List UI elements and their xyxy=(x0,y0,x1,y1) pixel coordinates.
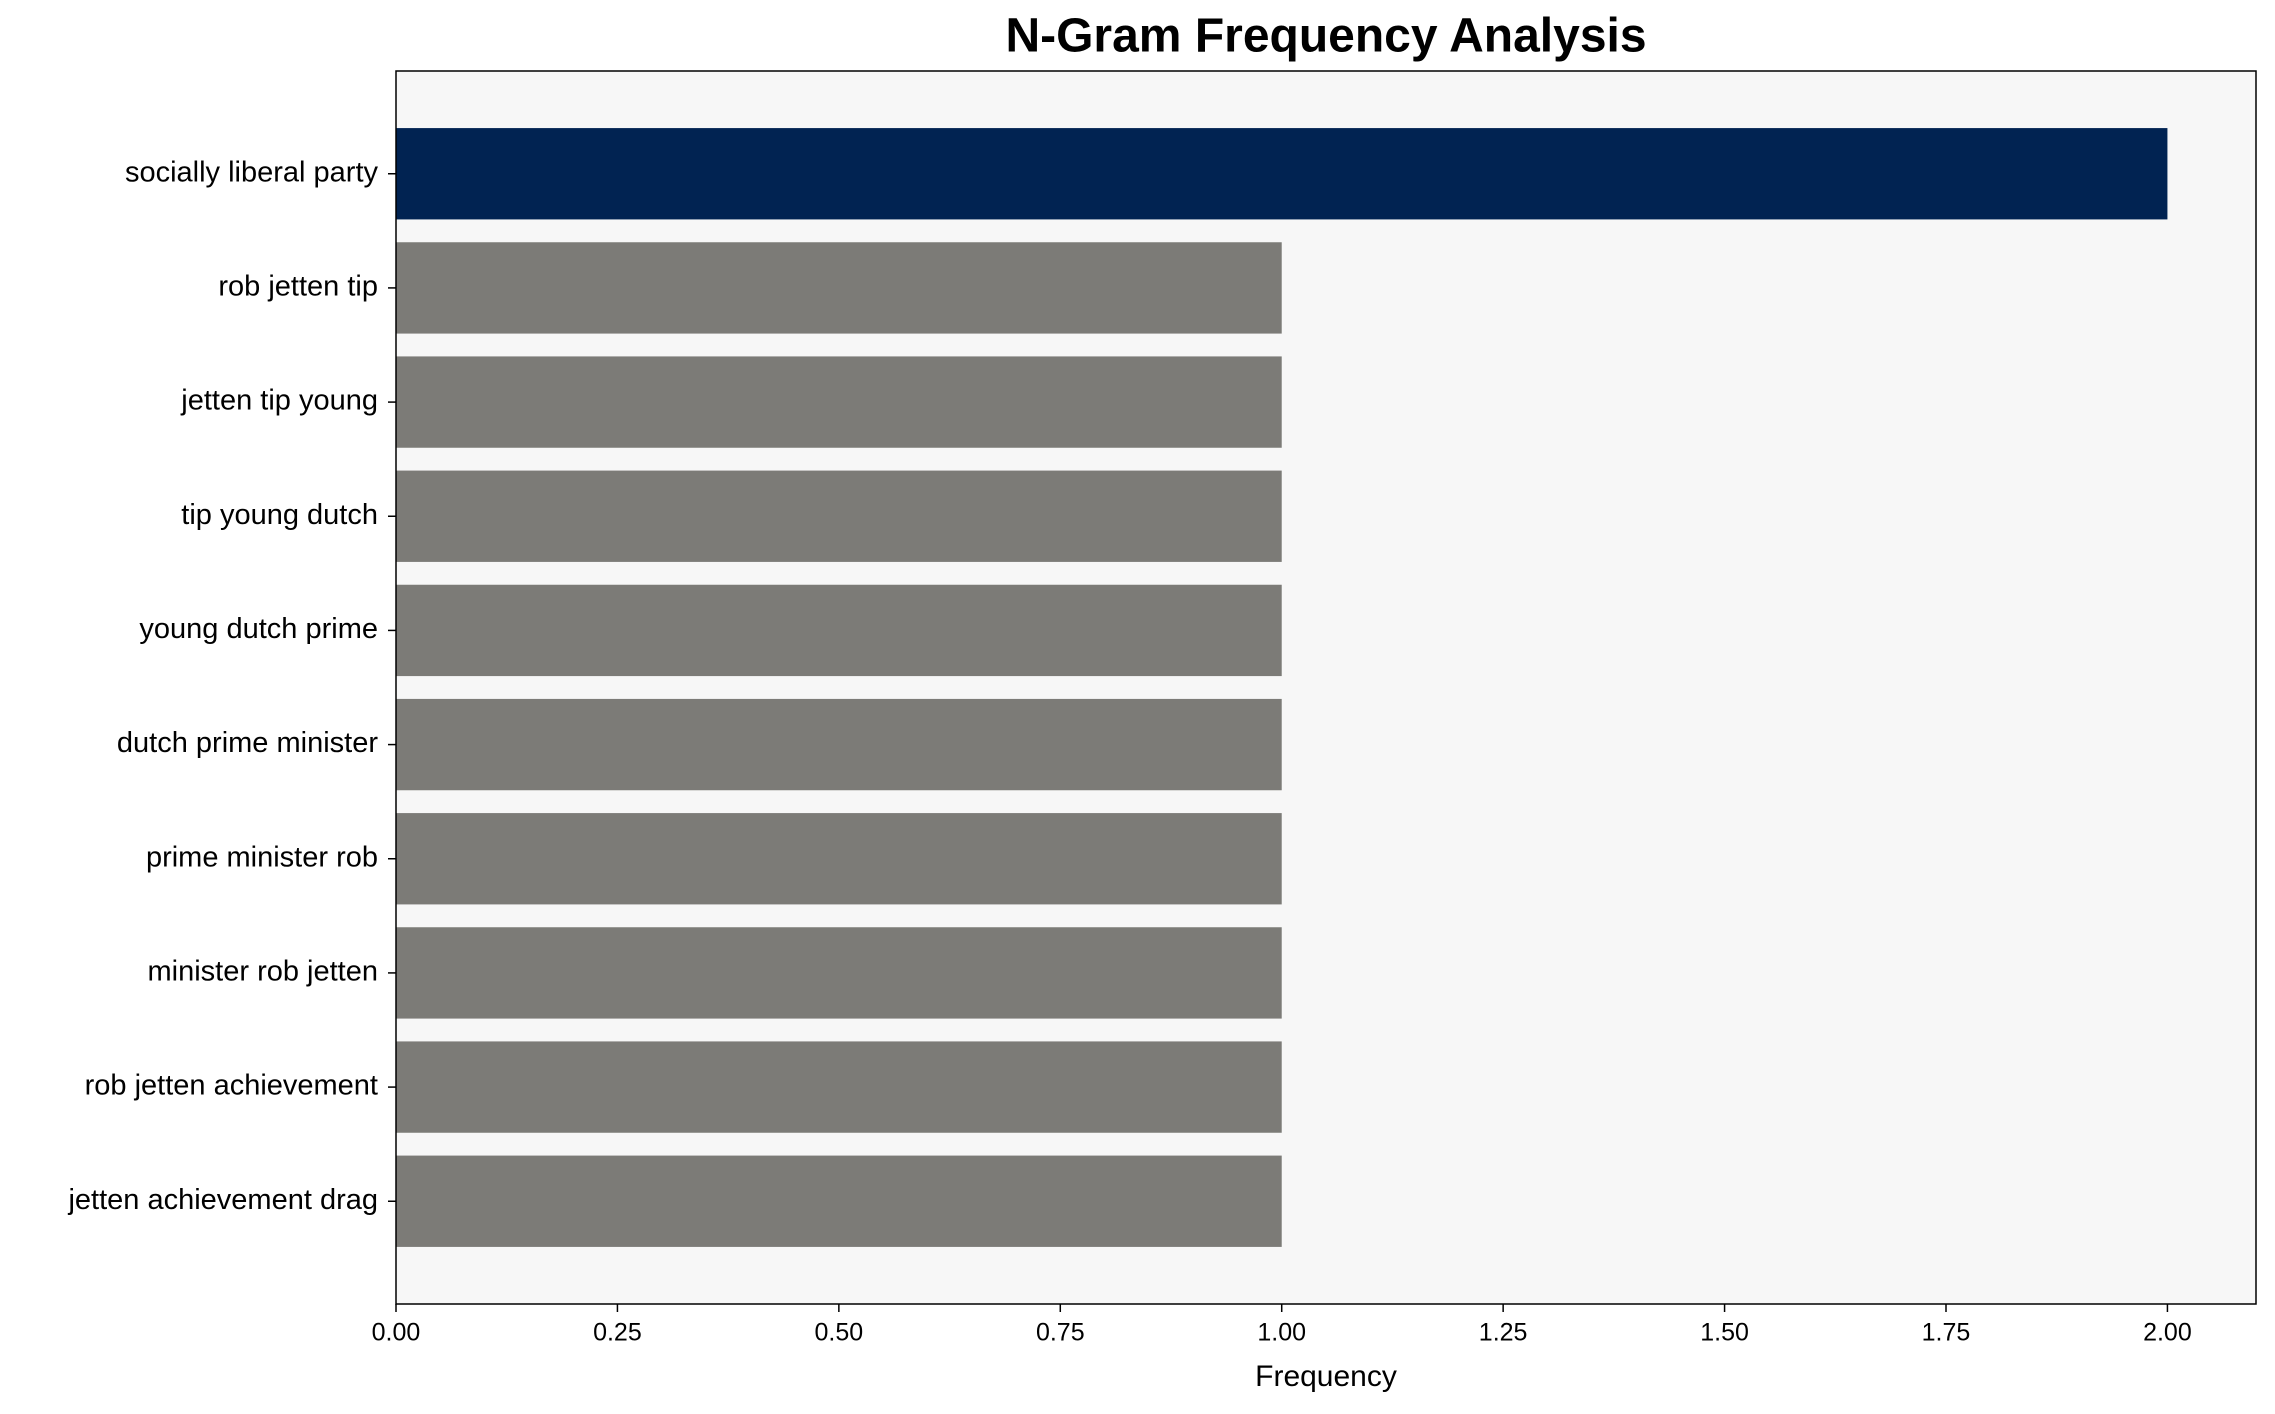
x-tick-label: 0.50 xyxy=(815,1319,864,1347)
x-tick-label: 1.00 xyxy=(1257,1319,1306,1347)
x-tick-label: 0.00 xyxy=(372,1319,421,1347)
y-tick-label: dutch prime minister xyxy=(117,727,378,759)
x-tick-label: 0.25 xyxy=(593,1319,642,1347)
plot-frame xyxy=(395,70,2257,1305)
y-tick-label: rob jetten achievement xyxy=(85,1070,378,1102)
y-tick-label: socially liberal party xyxy=(125,156,379,188)
bar xyxy=(396,813,1282,905)
y-tick-label: rob jetten tip xyxy=(218,271,378,303)
y-tick-label: young dutch prime xyxy=(139,613,378,645)
bar xyxy=(396,584,1282,677)
y-tick-label: jetten achievement drag xyxy=(67,1184,378,1216)
bar xyxy=(396,927,1282,1019)
bar xyxy=(396,356,1282,448)
bar xyxy=(396,128,2168,220)
bar xyxy=(396,698,1282,791)
bar xyxy=(396,242,1282,334)
x-tick-label: 1.50 xyxy=(1700,1319,1749,1347)
bar xyxy=(396,1155,1282,1247)
y-tick-label: minister rob jetten xyxy=(148,956,379,988)
y-tick-label: tip young dutch xyxy=(181,499,378,531)
bar xyxy=(396,470,1282,562)
bar xyxy=(396,1041,1282,1133)
x-tick-label: 1.75 xyxy=(1922,1319,1971,1347)
x-tick-label: 1.25 xyxy=(1479,1319,1528,1347)
x-tick-label: 0.75 xyxy=(1036,1319,1085,1347)
x-axis-label: Frequency xyxy=(1255,1360,1397,1393)
y-tick-label: prime minister rob xyxy=(146,841,378,873)
x-tick-label: 2.00 xyxy=(2143,1319,2192,1347)
chart-title: N-Gram Frequency Analysis xyxy=(1005,10,1646,63)
y-tick-label: jetten tip young xyxy=(180,385,378,417)
